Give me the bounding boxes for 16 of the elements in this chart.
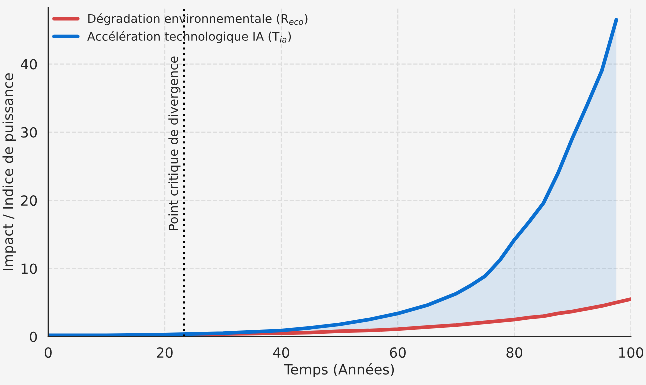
- ref-line-label: Point critique de divergence: [168, 56, 181, 230]
- y-tick-label: 20: [21, 196, 38, 206]
- legend-label: Accélération technologique IA (T$_{ia}$): [88, 31, 292, 44]
- x-tick-label: 80: [506, 348, 523, 358]
- x-axis-title: Temps (Années): [284, 364, 394, 378]
- y-tick-label: 30: [21, 127, 38, 138]
- x-tick-label: 20: [157, 348, 173, 358]
- y-tick-label: 0: [30, 332, 38, 342]
- x-tick-label: 60: [390, 348, 406, 358]
- y-axis-title: Impact / Indice de puissance: [2, 74, 16, 270]
- y-tick-label: 10: [22, 264, 38, 274]
- y-tick-label: 40: [21, 59, 38, 70]
- legend-label: Dégradation environnementale (R$_{eco}$): [88, 14, 308, 26]
- x-tick-label: 0: [44, 348, 52, 358]
- x-tick-label: 100: [619, 348, 644, 358]
- x-tick-label: 40: [273, 348, 290, 358]
